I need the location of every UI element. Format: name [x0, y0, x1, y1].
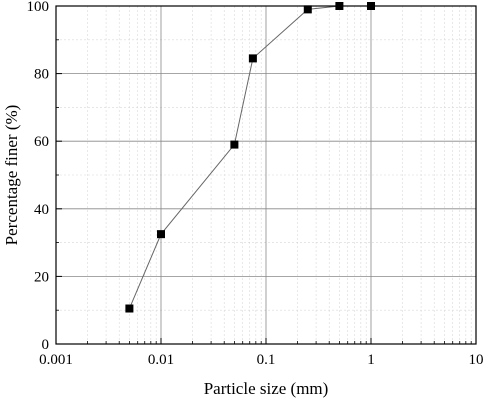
- x-tick-label: 10: [469, 352, 484, 368]
- data-points: [125, 2, 375, 313]
- data-point: [125, 304, 134, 313]
- y-tick-label: 40: [34, 202, 49, 218]
- y-tick-label: 0: [42, 337, 50, 353]
- x-tick-label: 0.001: [39, 352, 73, 368]
- y-tick-label: 60: [34, 134, 49, 150]
- series-line: [128, 5, 371, 309]
- plot-frame: [55, 5, 477, 345]
- data-point: [157, 230, 165, 239]
- minor-grid: [56, 6, 476, 344]
- data-point: [248, 54, 257, 63]
- y-tick-label: 20: [34, 269, 49, 285]
- data-point: [303, 5, 312, 14]
- x-axis-title: Particle size (mm): [204, 379, 329, 398]
- y-tick-label: 100: [27, 0, 50, 15]
- x-tick-label: 0.1: [257, 352, 276, 368]
- data-point: [230, 140, 239, 149]
- y-axis-title: Percentage finer (%): [2, 105, 21, 246]
- x-tick-label: 1: [367, 352, 375, 368]
- major-grid: [56, 6, 476, 344]
- x-tick-label: 0.01: [148, 352, 174, 368]
- y-tick-label: 80: [34, 67, 49, 83]
